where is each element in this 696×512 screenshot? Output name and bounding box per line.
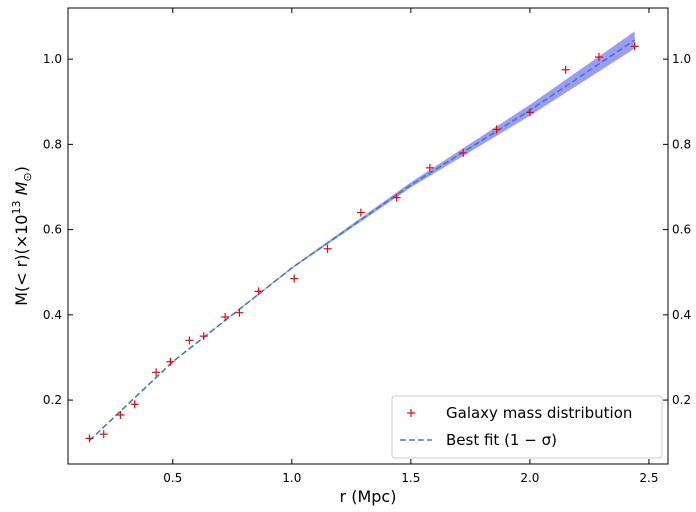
data-point	[85, 434, 94, 443]
data-point	[116, 410, 125, 419]
legend-box	[391, 395, 663, 459]
data-point	[254, 287, 263, 296]
data-point	[185, 336, 194, 345]
y-tick-label-right: 1.0	[672, 52, 691, 66]
y-tick-label: 1.0	[43, 52, 62, 66]
confidence-band	[89, 31, 635, 441]
legend: Galaxy mass distribution Best fit (1 − σ…	[391, 395, 663, 459]
data-point	[561, 65, 570, 74]
tick-layer: 0.5 1.0 1.5 2.0 2.5 0.2 0.2 0.4 0.4 0.6 0.6 0.8 0.8 1…	[43, 8, 691, 485]
y-tick-label: 0.4	[43, 308, 62, 322]
confidence-band-layer	[89, 31, 635, 441]
data-point	[221, 312, 230, 321]
plot-frame	[67, 7, 669, 465]
y-tick-label: 0.2	[43, 393, 62, 407]
y-tick-label-right: 0.4	[672, 308, 691, 322]
data-point	[492, 125, 501, 134]
data-points-layer	[85, 42, 639, 443]
data-point	[152, 368, 161, 377]
data-point	[166, 357, 175, 366]
data-point	[525, 108, 534, 117]
legend-marker-galaxy	[407, 409, 415, 417]
y-tick-label-right: 0.6	[672, 223, 691, 237]
y-tick-label-right: 0.8	[672, 137, 691, 151]
data-point	[459, 148, 468, 157]
x-tick-label: 2.0	[520, 471, 539, 485]
data-point	[199, 332, 208, 341]
data-point	[290, 274, 299, 283]
data-point	[130, 400, 139, 409]
data-point	[392, 193, 401, 202]
x-axis-label: r (Mpc)	[340, 487, 397, 506]
fit-line-layer	[88, 39, 636, 442]
data-point	[235, 308, 244, 317]
data-point	[630, 42, 639, 51]
data-point	[356, 208, 365, 217]
data-point	[323, 244, 332, 253]
data-point	[425, 163, 434, 172]
best-fit-line	[88, 39, 636, 442]
x-tick-label: 1.5	[401, 471, 420, 485]
legend-label-fit: Best fit (1 − σ)	[446, 431, 557, 449]
y-tick-label: 0.8	[43, 137, 62, 151]
x-tick-label: 0.5	[163, 471, 182, 485]
data-point	[594, 53, 603, 62]
data-point	[99, 430, 108, 439]
legend-label-galaxy: Galaxy mass distribution	[446, 404, 632, 422]
x-tick-label: 2.5	[639, 471, 658, 485]
y-tick-label: 0.6	[43, 223, 62, 237]
y-axis-label: M(< r)(×1013 M⊙)	[10, 166, 34, 306]
x-tick-label: 1.0	[282, 471, 301, 485]
y-tick-label-right: 0.2	[672, 393, 691, 407]
